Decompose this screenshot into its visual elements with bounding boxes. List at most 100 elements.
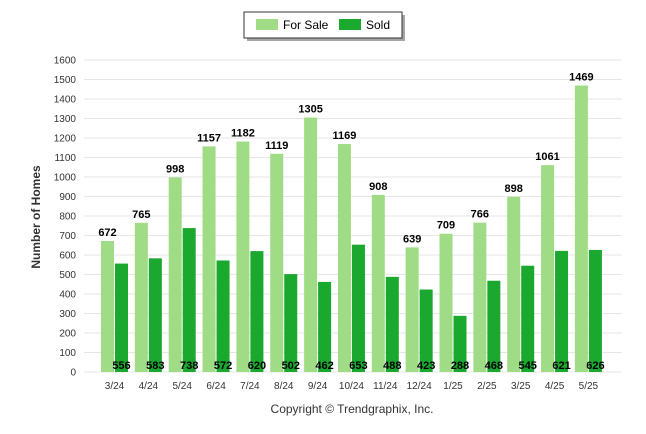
bar-sold (250, 251, 264, 372)
x-tick-label: 2/25 (477, 381, 497, 392)
bar-for-sale (473, 222, 487, 372)
data-label-sold: 423 (417, 360, 435, 372)
data-label-for-sale: 998 (166, 163, 184, 175)
data-label-sold: 288 (451, 360, 469, 372)
copyright-text: Copyright © Trendgraphix, Inc. (271, 402, 434, 416)
x-tick-label: 9/24 (308, 381, 328, 392)
bar-sold (453, 315, 467, 372)
bar-for-sale (134, 222, 148, 372)
x-axis-ticks: 3/24 4/24 5/24 6/24 7/24 8/24 9/24 10/24 11/24 12… (105, 381, 599, 392)
bar-for-sale (202, 146, 216, 372)
y-tick-label: 1000 (54, 173, 77, 184)
bar-for-sale (236, 141, 250, 372)
data-label-for-sale: 1119 (265, 140, 288, 152)
bar-for-sale (270, 153, 284, 372)
bar-for-sale (304, 117, 318, 373)
x-tick-label: 3/25 (511, 381, 531, 392)
x-tick-label: 5/24 (172, 381, 192, 392)
y-tick-label: 300 (59, 309, 76, 320)
data-label-sold: 545 (519, 360, 537, 372)
y-axis-ticks: 0 100 200 300 400 500 600 700 800 900 1000 1100 1200… (54, 56, 77, 379)
bar-for-sale (574, 85, 588, 373)
bar-for-sale (541, 165, 555, 372)
data-label-for-sale: 1305 (298, 104, 322, 116)
y-tick-label: 900 (59, 192, 76, 203)
y-tick-label: 500 (59, 270, 76, 281)
y-tick-label: 1100 (54, 153, 76, 164)
y-tick-label: 0 (70, 368, 76, 379)
data-label-for-sale: 898 (505, 183, 523, 195)
bar-for-sale (439, 233, 453, 372)
data-label-for-sale: 765 (132, 209, 150, 221)
data-label-for-sale: 1469 (569, 72, 593, 84)
legend-swatch-for-sale (256, 19, 278, 30)
data-label-sold: 626 (586, 360, 604, 372)
y-tick-label: 1400 (54, 95, 77, 106)
x-tick-label: 1/25 (443, 381, 463, 392)
x-tick-label: 4/25 (545, 381, 565, 392)
bar-for-sale (337, 144, 351, 372)
bar-sold (588, 249, 602, 372)
y-tick-label: 1600 (54, 56, 77, 67)
bar-sold (521, 265, 535, 372)
y-tick-label: 1300 (54, 114, 77, 125)
y-tick-label: 200 (59, 329, 76, 340)
y-tick-label: 400 (59, 290, 76, 301)
data-label-for-sale: 672 (98, 227, 116, 239)
x-tick-label: 8/24 (274, 381, 294, 392)
legend-swatch-sold (339, 19, 361, 30)
x-tick-label: 12/24 (407, 381, 432, 392)
data-label-for-sale: 1169 (333, 130, 357, 142)
data-label-sold: 462 (315, 360, 333, 372)
legend: For Sale Sold (243, 11, 405, 41)
bar-sold (555, 250, 569, 372)
y-tick-label: 700 (59, 231, 76, 242)
data-label-sold: 620 (248, 360, 266, 372)
bar-series: 672 556 765 583 998 738 1157 572 1182 620 1119 502 1… (98, 72, 605, 373)
y-tick-label: 600 (59, 251, 76, 262)
y-tick-label: 1200 (54, 134, 77, 145)
bar-sold (216, 260, 230, 372)
bar-for-sale (371, 194, 385, 372)
data-label-for-sale: 908 (369, 181, 387, 193)
x-tick-label: 5/25 (579, 381, 599, 392)
bar-for-sale (507, 196, 521, 372)
y-tick-label: 100 (59, 348, 76, 359)
x-tick-label: 4/24 (139, 381, 159, 392)
y-tick-label: 800 (59, 212, 76, 223)
data-label-for-sale: 766 (471, 209, 489, 221)
data-label-sold: 572 (214, 360, 232, 372)
bar-sold (115, 263, 128, 372)
data-label-sold: 488 (383, 360, 401, 372)
data-label-sold: 653 (349, 360, 367, 372)
bar-for-sale (101, 240, 114, 372)
bar-sold (284, 274, 298, 372)
x-tick-label: 6/24 (206, 381, 226, 392)
bar-sold (419, 289, 433, 372)
bar-sold (148, 258, 162, 372)
y-axis-label: Number of Homes (29, 165, 43, 269)
bar-sold (487, 280, 501, 372)
data-label-sold: 502 (282, 360, 300, 372)
legend-label-sold: Sold (366, 18, 390, 32)
data-label-for-sale: 1182 (231, 128, 255, 140)
bar-sold (182, 228, 196, 372)
y-tick-label: 1500 (54, 75, 77, 86)
x-tick-label: 7/24 (240, 381, 260, 392)
x-tick-label: 11/24 (373, 381, 398, 392)
data-label-sold: 738 (180, 360, 198, 372)
bar-for-sale (168, 177, 182, 372)
legend-label-for-sale: For Sale (283, 18, 329, 32)
data-label-for-sale: 709 (437, 220, 455, 232)
data-label-sold: 583 (146, 360, 164, 372)
bar-sold (351, 244, 365, 372)
data-label-sold: 621 (552, 360, 570, 372)
data-label-sold: 468 (485, 360, 503, 372)
data-label-sold: 556 (112, 360, 130, 372)
data-label-for-sale: 1157 (197, 132, 221, 144)
data-label-for-sale: 1061 (535, 151, 559, 163)
data-label-for-sale: 639 (403, 233, 421, 245)
bar-for-sale (405, 247, 419, 372)
bar-sold (318, 281, 332, 372)
